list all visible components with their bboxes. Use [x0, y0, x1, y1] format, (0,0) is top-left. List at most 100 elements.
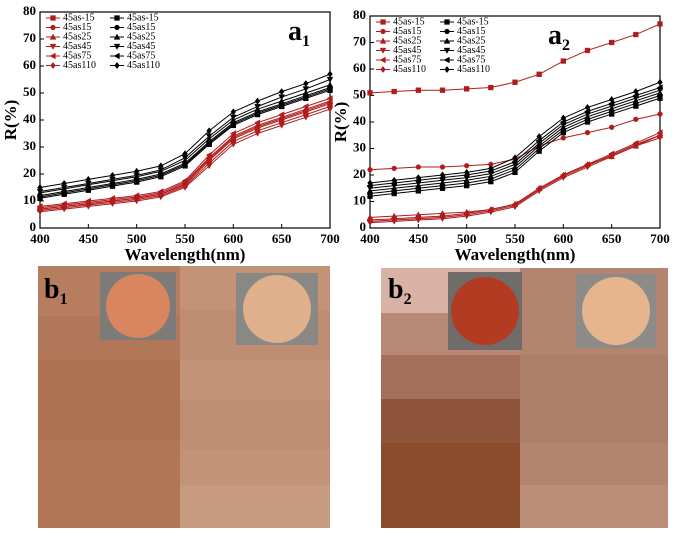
marker	[254, 97, 261, 105]
marker	[584, 162, 591, 170]
legend-marker	[444, 19, 450, 25]
y-tick-label: 80	[353, 7, 366, 22]
x-tick-label: 600	[554, 231, 574, 246]
marker	[326, 76, 334, 83]
x-tick-label: 400	[30, 231, 50, 246]
panel-label: b1	[44, 274, 68, 307]
y-tick-label: 30	[23, 138, 36, 153]
swatch	[381, 443, 520, 528]
photo-panel-b1: b1	[38, 266, 330, 528]
legend-marker	[379, 56, 386, 64]
legend-label: 45as110	[393, 64, 426, 75]
legend-label: 45as25	[457, 35, 485, 46]
marker	[133, 194, 140, 202]
annotation-letter: a	[548, 20, 562, 51]
marker	[464, 163, 470, 169]
y-tick-label: 30	[353, 139, 366, 154]
marker	[278, 101, 285, 109]
marker	[657, 111, 663, 117]
marker	[439, 164, 446, 170]
x-tick-label: 650	[602, 231, 622, 246]
swatch	[38, 360, 180, 440]
marker	[109, 197, 116, 205]
panel-annotation: a1	[288, 16, 310, 49]
marker	[206, 127, 212, 135]
marker	[439, 171, 446, 179]
annotation-subscript: 1	[302, 33, 310, 50]
legend-label: 45as45	[63, 41, 91, 52]
panel-annotation: a2	[548, 20, 570, 53]
marker	[609, 124, 615, 130]
marker	[157, 172, 164, 179]
legend-marker	[114, 15, 120, 21]
marker	[182, 150, 188, 158]
marker	[206, 155, 212, 163]
legend-marker	[380, 65, 386, 74]
photo-panel-b2: b2	[381, 268, 668, 528]
y-tick-label: 10	[353, 192, 366, 207]
marker	[488, 84, 494, 91]
marker	[367, 179, 373, 187]
marker	[85, 175, 92, 183]
marker	[536, 133, 542, 141]
panel-subscript: 1	[60, 291, 68, 308]
panel-subscript: 2	[404, 291, 412, 308]
marker	[656, 84, 663, 91]
marker	[303, 107, 309, 115]
marker	[584, 47, 591, 54]
legend-marker	[50, 61, 56, 70]
marker	[254, 123, 261, 131]
legend-marker	[379, 37, 387, 44]
marker	[633, 87, 639, 96]
legend-label: 45as-15	[63, 12, 95, 23]
x-tick-label: 550	[505, 231, 525, 246]
series-line	[39, 84, 331, 194]
marker	[464, 86, 470, 92]
x-tick-label: 500	[457, 231, 477, 246]
panel-letter: b	[388, 274, 404, 305]
legend-marker	[443, 47, 451, 54]
marker	[230, 108, 237, 116]
y-tick-label: 0	[360, 219, 367, 234]
marker	[633, 31, 639, 38]
y-tick-label: 0	[30, 219, 37, 234]
marker	[608, 95, 615, 104]
marker	[391, 88, 397, 95]
marker	[584, 103, 591, 111]
y-tick-label: 50	[353, 86, 366, 101]
legend-label: 45as45	[393, 45, 421, 56]
legend-marker	[113, 52, 120, 60]
swatch	[520, 355, 668, 443]
legend-marker	[379, 47, 387, 54]
marker	[415, 87, 421, 93]
x-tick-label: 700	[320, 231, 340, 246]
marker	[633, 116, 639, 122]
swatch	[381, 399, 520, 443]
marker	[560, 114, 567, 122]
marker	[133, 167, 140, 175]
y-tick-label: 40	[353, 113, 366, 128]
panel-label: b2	[388, 274, 412, 307]
y-tick-label: 20	[23, 165, 36, 180]
marker	[60, 189, 67, 197]
panel-letter: b	[44, 274, 60, 305]
marker	[109, 171, 116, 179]
series-line	[369, 92, 661, 192]
marker	[391, 165, 397, 172]
marker	[229, 120, 236, 128]
sample-disc	[451, 277, 519, 345]
legend-marker	[113, 33, 121, 40]
legend-label: 45as15	[457, 26, 485, 37]
sample-disc	[582, 277, 650, 345]
marker	[512, 201, 518, 210]
marker	[303, 80, 309, 88]
marker	[657, 131, 663, 139]
marker	[205, 139, 212, 147]
series-line	[369, 97, 661, 197]
legend-marker	[443, 37, 451, 44]
marker	[608, 151, 615, 159]
legend-label: 45as75	[393, 54, 421, 65]
marker	[415, 174, 422, 182]
y-tick-label: 80	[23, 3, 36, 18]
swatch	[38, 440, 180, 528]
